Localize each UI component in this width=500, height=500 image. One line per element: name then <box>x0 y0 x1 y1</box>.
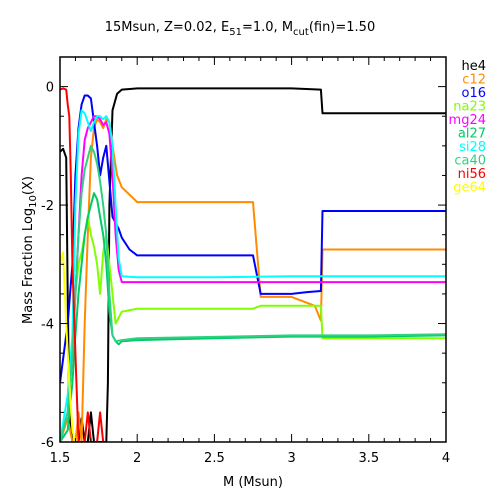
series-line-c12 <box>60 118 446 442</box>
series-line-he4 <box>60 87 446 442</box>
series-line-mg24 <box>60 115 446 442</box>
series-group <box>60 87 446 442</box>
legend-item-si28: si28 <box>459 140 486 155</box>
y-axis-title: Mass Fraction Log10(X) <box>21 176 39 324</box>
series-line-ca40 <box>60 144 446 442</box>
legend-item-he4: he4 <box>461 59 486 74</box>
plot-frame <box>59 56 447 443</box>
x-tick-label: 3 <box>287 451 295 466</box>
series-line-al27 <box>60 192 446 442</box>
legend-item-o16: o16 <box>462 86 487 101</box>
legend-item-ge64: ge64 <box>453 181 486 196</box>
x-tick-label: 4 <box>442 451 450 466</box>
legend-item-ca40: ca40 <box>454 154 486 169</box>
legend-item-mg24: mg24 <box>449 113 486 128</box>
x-tick-label: 1.5 <box>50 451 71 466</box>
y-tick-label: -6 <box>41 436 54 451</box>
chart-title: 15Msun, Z=0.02, E51=1.0, Mcut(fin)=1.50 <box>105 20 375 38</box>
legend-item-na23: na23 <box>453 100 486 115</box>
x-axis-title: M (Msun) <box>223 475 283 490</box>
y-tick-label: -2 <box>41 199 54 214</box>
x-tick-label: 2.5 <box>204 451 225 466</box>
series-line-si28 <box>60 109 446 442</box>
legend-item-c12: c12 <box>462 73 486 88</box>
series-line-ni56 <box>60 87 107 442</box>
legend-item-ni56: ni56 <box>458 167 486 182</box>
tick-labels: 1.5 2 2.5 3 3.5 4 0 -2 -4 -6 <box>41 81 450 466</box>
y-tick-label: -4 <box>41 318 54 333</box>
legend-item-al27: al27 <box>458 127 486 142</box>
y-tick-label: 0 <box>46 81 54 96</box>
x-tick-label: 3.5 <box>358 451 379 466</box>
x-tick-label: 2 <box>133 451 141 466</box>
series-line-ge64 <box>60 251 77 442</box>
